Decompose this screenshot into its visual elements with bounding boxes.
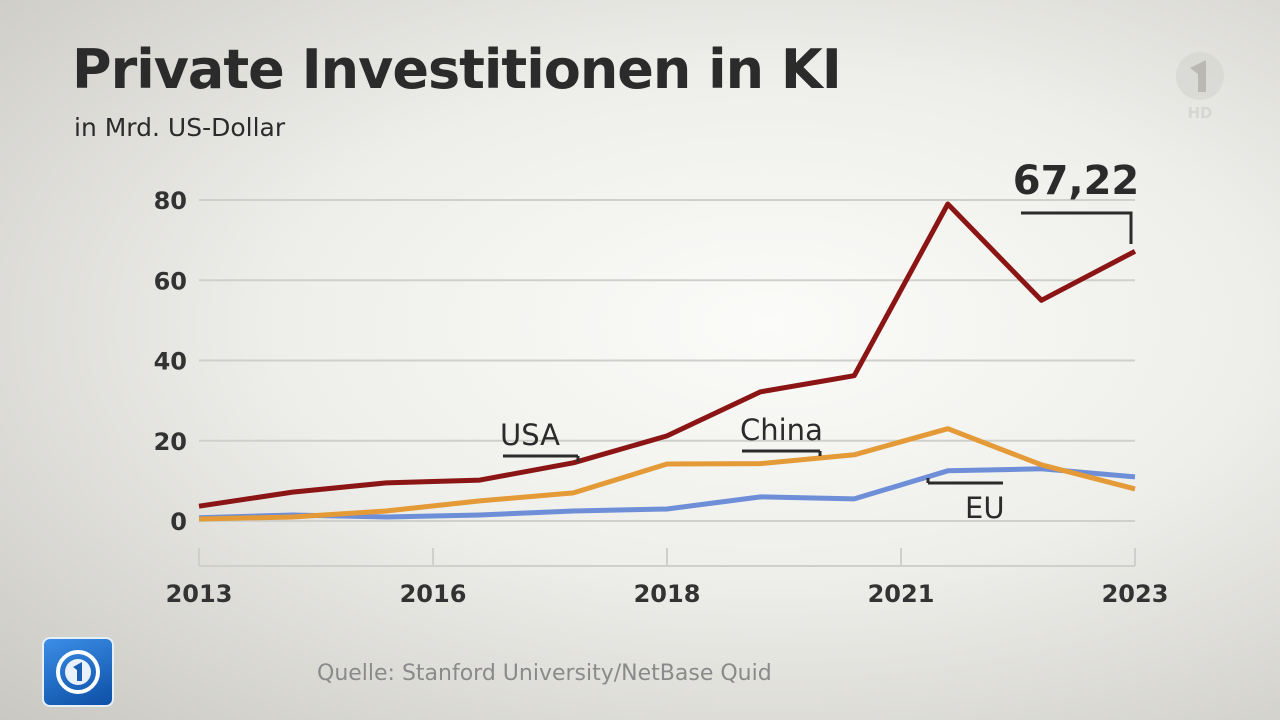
leader-line-usa [503,454,580,462]
leader-line-china [742,449,822,456]
x-tick-label: 2013 [166,580,233,608]
annotation-bracket [1021,211,1133,244]
tagesschau-logo [42,637,114,707]
tagesschau-1-icon [56,650,100,694]
chart-subtitle: in Mrd. US-Dollar [74,113,286,142]
series-line-china [198,426,1136,522]
x-tick-label: 2023 [1102,580,1169,608]
hd-label: HD [1187,104,1212,122]
y-tick-label: 40 [154,348,187,376]
x-tick-label: 2018 [634,580,701,608]
x-tick-label: 2016 [400,580,467,608]
series-label-china: China [740,413,823,447]
y-tick-label: 60 [154,267,187,295]
x-tick-label: 2021 [868,580,935,608]
value-annotation: 67,22 [1013,158,1140,204]
series-line-usa [198,201,1137,509]
grid: 0 20 40 60 80 2013 2016 2018 2021 2023 [154,187,1169,608]
source-note: Quelle: Stanford University/NetBase Quid [317,661,772,686]
series-label-usa: USA [500,418,560,452]
ard-logo-icon: HD [1176,52,1224,122]
y-tick-label: 0 [170,508,187,536]
y-tick-label: 20 [154,428,187,456]
chart-title: Private Investitionen in KI [72,38,842,101]
series-lines [198,201,1137,522]
series-label-eu: EU [965,491,1005,525]
y-tick-label: 80 [154,187,187,215]
leader-line-eu [926,478,1003,485]
series-line-eu [198,466,1136,521]
series-labels: USA China EU 67,22 [500,158,1139,525]
